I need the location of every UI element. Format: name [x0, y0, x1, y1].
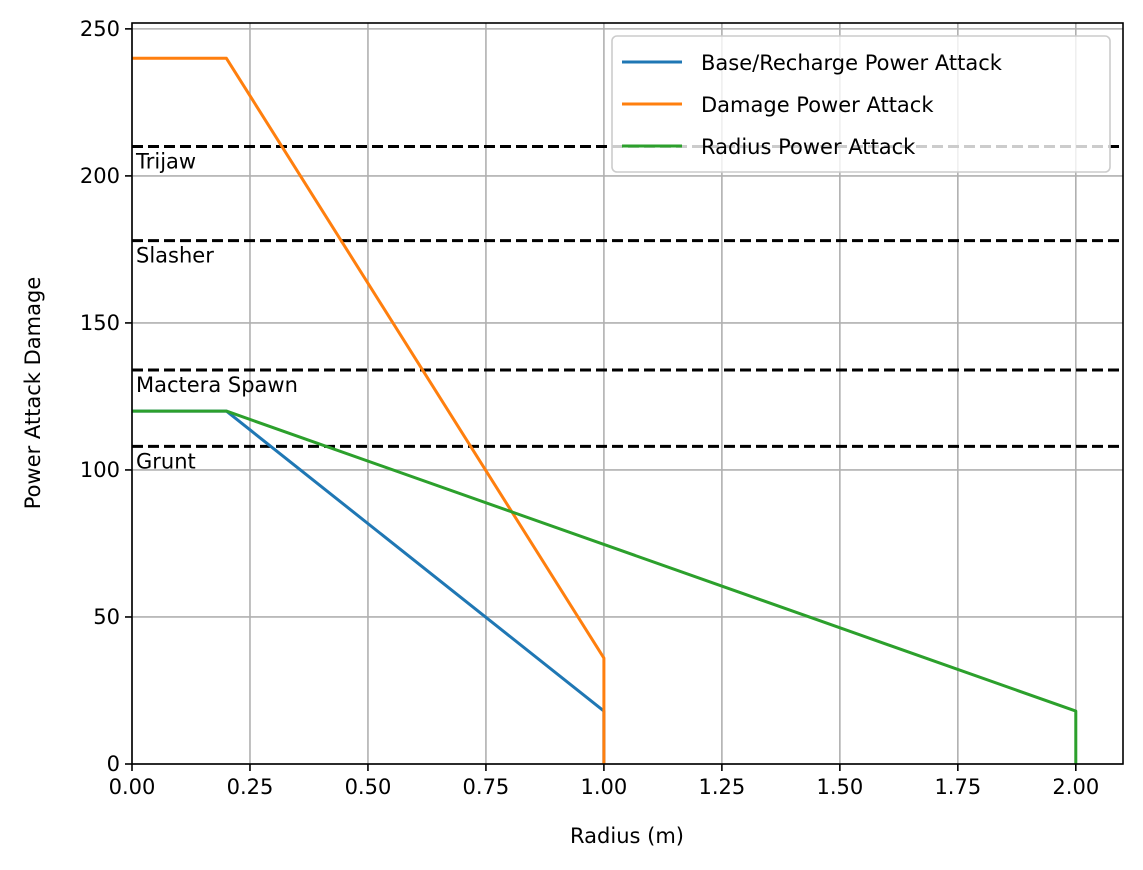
legend-entry: Base/Recharge Power Attack	[701, 51, 1003, 75]
x-tick-label: 1.50	[816, 775, 863, 799]
reference-label: Trijaw	[135, 150, 196, 174]
y-tick-label: 150	[80, 311, 120, 335]
x-tick-label: 1.00	[581, 775, 628, 799]
y-tick-label: 200	[80, 164, 120, 188]
x-axis-title: Radius (m)	[570, 824, 684, 848]
y-tick-label: 50	[93, 605, 120, 629]
reference-label: Mactera Spawn	[136, 373, 298, 397]
x-tick-label: 1.75	[934, 775, 981, 799]
x-tick-label: 0.75	[463, 775, 510, 799]
x-tick-label: 0.25	[227, 775, 274, 799]
y-tick-label: 250	[80, 17, 120, 41]
x-tick-label: 1.25	[698, 775, 745, 799]
y-axis-title: Power Attack Damage	[21, 277, 45, 510]
reference-label: Slasher	[136, 244, 214, 268]
y-tick-label: 0	[107, 752, 120, 776]
legend: Base/Recharge Power Attack Damage Power A…	[612, 36, 1110, 172]
y-tick-label: 100	[80, 458, 120, 482]
x-tick-label: 0.00	[109, 775, 156, 799]
x-tick-label: 2.00	[1052, 775, 1099, 799]
x-tick-label: 0.50	[345, 775, 392, 799]
legend-entry: Radius Power Attack	[701, 135, 916, 159]
reference-label: Grunt	[136, 449, 196, 473]
legend-entry: Damage Power Attack	[701, 93, 934, 117]
